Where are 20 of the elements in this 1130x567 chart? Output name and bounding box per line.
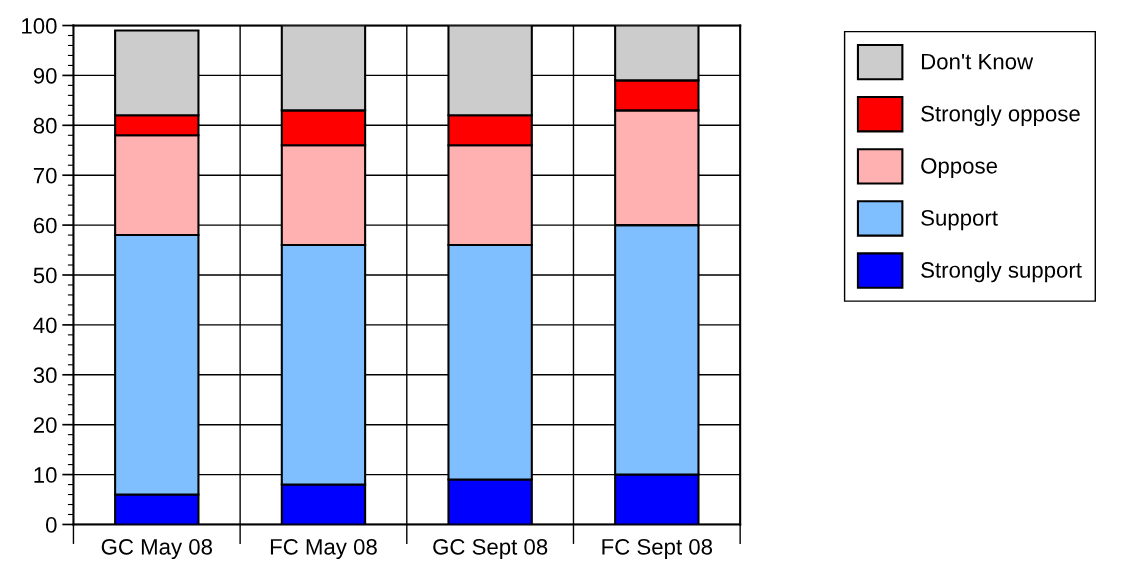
legend-label: Support bbox=[921, 210, 998, 231]
y-tick-label: 10 bbox=[34, 467, 57, 483]
y-tick-label: 80 bbox=[33, 117, 57, 134]
y-tick-label: 40 bbox=[33, 317, 57, 334]
y-tick-label: 60 bbox=[33, 217, 57, 234]
legend-label: Strongly oppose bbox=[921, 105, 1080, 126]
y-tick-label: 20 bbox=[33, 417, 57, 433]
x-tick-label: FC Sept 08 bbox=[602, 538, 713, 560]
x-tick-label: FC May 08 bbox=[270, 538, 377, 560]
x-tick-label: GC May 08 bbox=[101, 538, 213, 560]
y-tick-label: 70 bbox=[33, 167, 57, 184]
y-tick-label: 90 bbox=[33, 67, 57, 84]
y-tick-label: 100 bbox=[22, 18, 57, 34]
y-tick-label: 50 bbox=[33, 267, 57, 284]
legend-label: Don't Know bbox=[921, 53, 1034, 70]
legend-label: Strongly support bbox=[921, 261, 1082, 283]
x-tick-label: GC Sept 08 bbox=[433, 538, 548, 560]
y-tick-label: 0 bbox=[45, 517, 57, 533]
legend-label: Oppose bbox=[921, 157, 997, 179]
y-tick-label: 30 bbox=[33, 367, 57, 384]
